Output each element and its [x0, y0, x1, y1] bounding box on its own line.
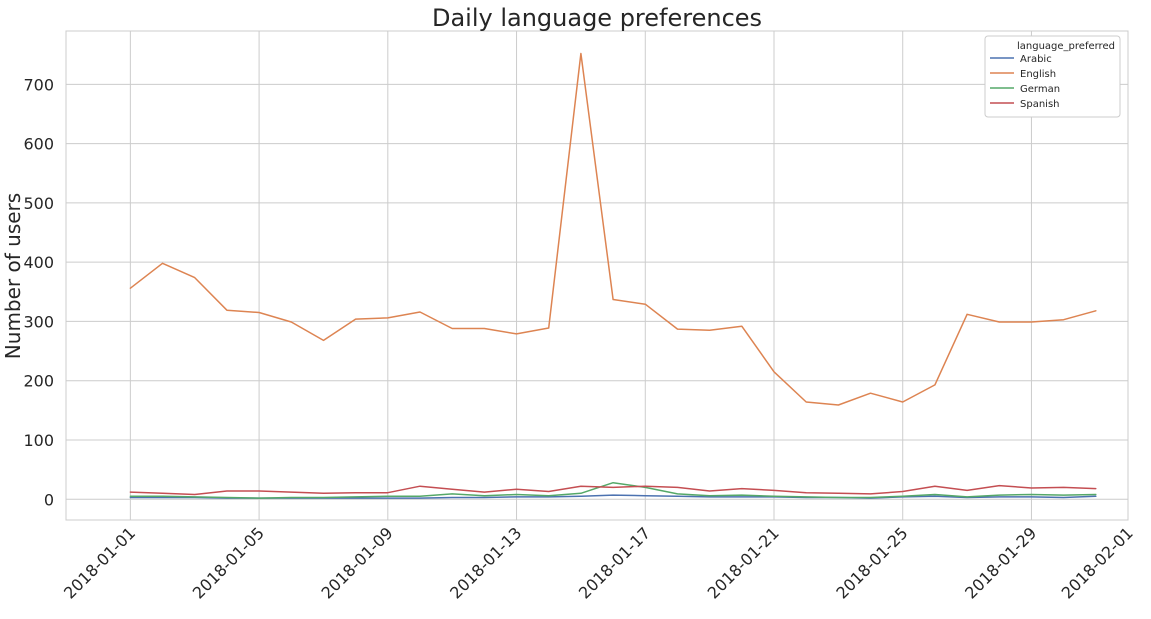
y-tick-label: 200	[23, 372, 54, 391]
x-tick-label: 2018-01-05	[189, 523, 268, 602]
x-tick-label: 2018-01-25	[832, 523, 911, 602]
legend-label-arabic: Arabic	[1020, 54, 1052, 65]
x-tick-label: 2018-01-29	[961, 523, 1040, 602]
x-tick-label: 2018-01-09	[317, 523, 396, 602]
gridlines	[66, 31, 1129, 520]
x-axis-ticks: 2018-01-01 2018-01-05 2018-01-09 2018-01-13…	[60, 523, 1137, 602]
y-tick-label: 300	[23, 312, 54, 331]
y-tick-label: 600	[23, 135, 54, 154]
y-tick-label: 0	[44, 490, 54, 509]
series-line-german	[129, 481, 1097, 499]
x-tick-label: 2018-02-01	[1058, 523, 1137, 602]
legend-items: Arabic English German Spanish	[990, 54, 1060, 110]
plot-area	[65, 30, 1129, 521]
y-tick-label: 700	[23, 75, 54, 94]
x-tick-label: 2018-01-01	[60, 523, 139, 602]
chart-title: Daily language preferences	[432, 4, 762, 32]
y-tick-label: 100	[23, 431, 54, 450]
y-tick-label: 500	[23, 194, 54, 213]
legend-label-german: German	[1020, 84, 1060, 95]
series-lines	[129, 52, 1097, 499]
legend-label-spanish: Spanish	[1020, 99, 1060, 110]
x-tick-label: 2018-01-13	[446, 523, 525, 602]
x-tick-label: 2018-01-17	[575, 523, 654, 602]
y-axis-label: Number of users	[1, 193, 25, 359]
legend: language_preferred Arabic English German Sp…	[984, 35, 1121, 118]
x-tick-label: 2018-01-21	[704, 523, 783, 602]
legend-label-english: English	[1020, 69, 1056, 80]
y-axis-ticks: 0 100 200 300 400 500 600 700	[23, 75, 54, 509]
legend-box	[984, 35, 1121, 118]
y-tick-label: 400	[23, 253, 54, 272]
legend-title: language_preferred	[1017, 41, 1115, 52]
series-line-english	[129, 52, 1097, 406]
series-line-spanish	[129, 484, 1097, 496]
